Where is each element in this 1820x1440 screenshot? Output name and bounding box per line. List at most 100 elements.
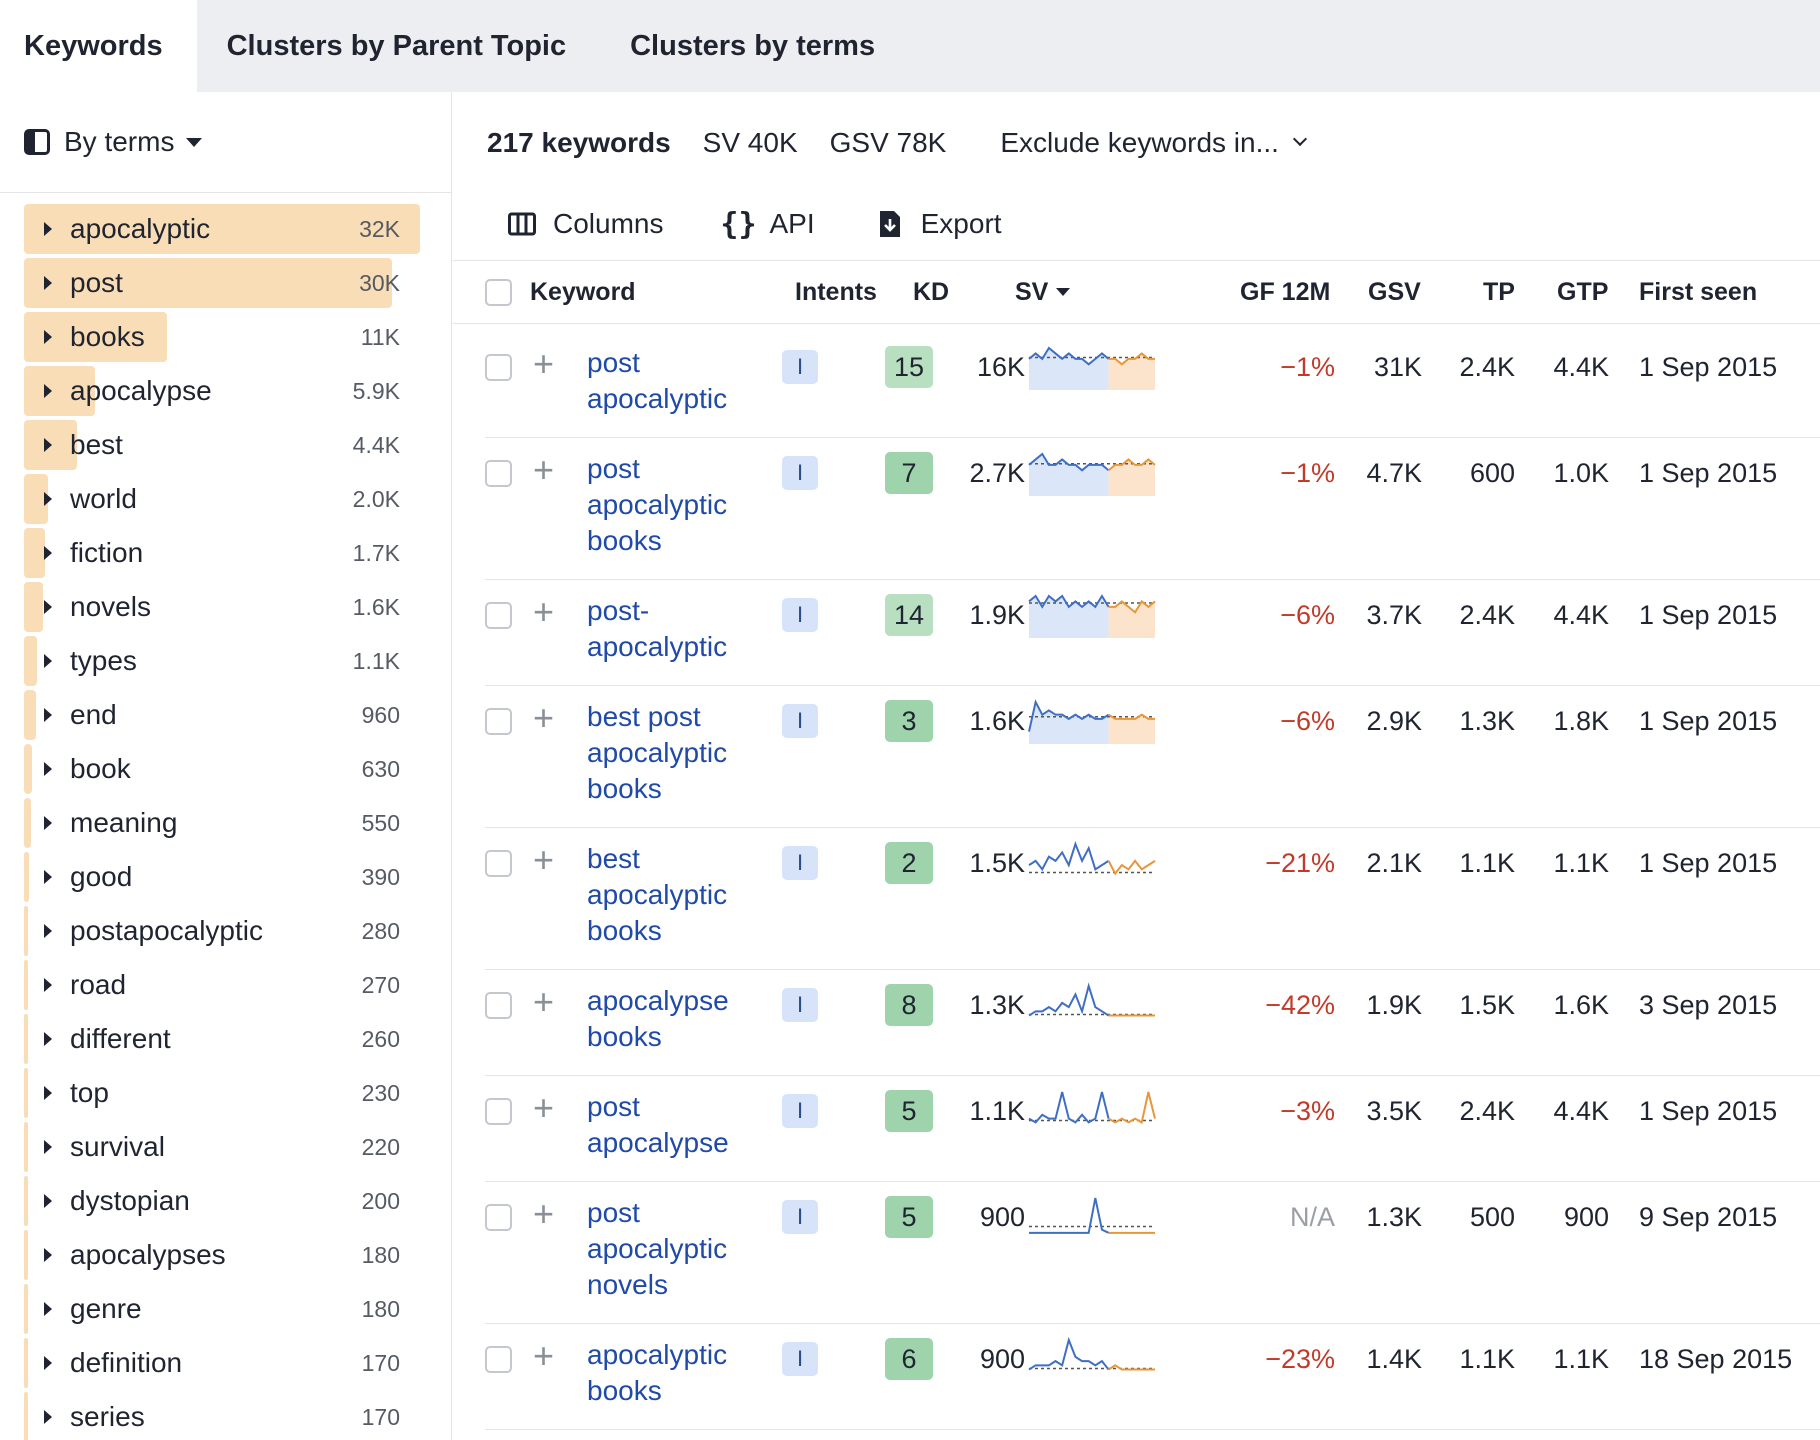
expand-triangle-icon[interactable] <box>44 330 52 344</box>
exclude-keywords-dropdown[interactable]: Exclude keywords in... <box>1000 127 1308 159</box>
term-item-types[interactable]: types 1.1K <box>24 634 420 688</box>
trend-sparkline <box>1028 699 1155 744</box>
add-keyword-plus-icon[interactable]: + <box>533 591 555 632</box>
add-keyword-plus-icon[interactable]: + <box>533 981 555 1022</box>
expand-triangle-icon[interactable] <box>44 1410 52 1424</box>
keyword-link[interactable]: best post apocalyptic books <box>587 699 757 807</box>
tab-clusters-by-parent-topic[interactable]: Clusters by Parent Topic <box>226 29 567 62</box>
term-item-end[interactable]: end 960 <box>24 688 420 742</box>
term-item-genre[interactable]: genre 180 <box>24 1282 420 1336</box>
term-item-book[interactable]: book 630 <box>24 742 420 796</box>
add-keyword-plus-icon[interactable]: + <box>533 343 555 384</box>
row-checkbox[interactable] <box>485 460 512 487</box>
term-item-postapocalyptic[interactable]: postapocalyptic 280 <box>24 904 420 958</box>
term-item-world[interactable]: world 2.0K <box>24 472 420 526</box>
expand-triangle-icon[interactable] <box>44 870 52 884</box>
term-item-best[interactable]: best 4.4K <box>24 418 420 472</box>
row-checkbox[interactable] <box>485 708 512 735</box>
tab-clusters-by-terms[interactable]: Clusters by terms <box>630 29 876 62</box>
expand-triangle-icon[interactable] <box>44 600 52 614</box>
term-item-definition[interactable]: definition 170 <box>24 1336 420 1390</box>
expand-triangle-icon[interactable] <box>44 924 52 938</box>
term-item-different[interactable]: different 260 <box>24 1012 420 1066</box>
keyword-link[interactable]: apocalypse books <box>587 983 757 1055</box>
keyword-link[interactable]: post apocalyptic novels <box>587 1195 757 1303</box>
row-checkbox[interactable] <box>485 602 512 629</box>
term-item-survival[interactable]: survival 220 <box>24 1120 420 1174</box>
row-checkbox[interactable] <box>485 850 512 877</box>
first-seen-value: 1 Sep 2015 <box>1639 599 1778 630</box>
add-keyword-plus-icon[interactable]: + <box>533 839 555 880</box>
tab-keywords[interactable]: Keywords <box>0 0 197 92</box>
col-gsv[interactable]: GSV <box>1368 277 1421 306</box>
sparkline-area-past <box>1029 454 1109 496</box>
term-item-series[interactable]: series 170 <box>24 1390 420 1440</box>
expand-triangle-icon[interactable] <box>44 546 52 560</box>
add-keyword-plus-icon[interactable]: + <box>533 1087 555 1128</box>
col-sv[interactable]: SV <box>1015 260 1071 324</box>
add-keyword-plus-icon[interactable]: + <box>533 697 555 738</box>
expand-triangle-icon[interactable] <box>44 492 52 506</box>
term-item-dystopian[interactable]: dystopian 200 <box>24 1174 420 1228</box>
api-button[interactable]: {} API <box>720 207 814 242</box>
keyword-link[interactable]: post-apocalyptic <box>587 593 757 665</box>
col-kd[interactable]: KD <box>913 277 950 306</box>
sidebar-mode-dropdown[interactable]: By terms <box>0 92 451 193</box>
expand-triangle-icon[interactable] <box>44 1140 52 1154</box>
term-item-post[interactable]: post 30K <box>24 256 420 310</box>
col-gtp[interactable]: GTP <box>1557 277 1609 306</box>
expand-triangle-icon[interactable] <box>44 1356 52 1370</box>
expand-triangle-icon[interactable] <box>44 654 52 668</box>
tp-value: 1.1K <box>1459 1343 1515 1374</box>
expand-triangle-icon[interactable] <box>44 1302 52 1316</box>
term-item-apocalypse[interactable]: apocalypse 5.9K <box>24 364 420 418</box>
col-tp[interactable]: TP <box>1483 277 1515 306</box>
expand-triangle-icon[interactable] <box>44 384 52 398</box>
keyword-link[interactable]: best apocalyptic books <box>587 841 757 949</box>
export-button[interactable]: Export <box>875 208 1002 240</box>
term-item-novels[interactable]: novels 1.6K <box>24 580 420 634</box>
select-all-checkbox[interactable] <box>485 278 512 306</box>
row-checkbox[interactable] <box>485 1346 512 1373</box>
term-label: good <box>70 861 133 892</box>
term-label: definition <box>70 1347 183 1378</box>
term-item-books[interactable]: books 11K <box>24 310 420 364</box>
term-item-top[interactable]: top 230 <box>24 1066 420 1120</box>
term-label: postapocalyptic <box>70 915 264 946</box>
add-keyword-plus-icon[interactable]: + <box>533 1193 555 1234</box>
add-keyword-plus-icon[interactable]: + <box>533 1335 555 1376</box>
col-keyword[interactable]: Keyword <box>530 277 636 306</box>
expand-triangle-icon[interactable] <box>44 222 52 236</box>
expand-triangle-icon[interactable] <box>44 762 52 776</box>
expand-triangle-icon[interactable] <box>44 708 52 722</box>
columns-button[interactable]: Columns <box>507 208 663 240</box>
expand-triangle-icon[interactable] <box>44 1194 52 1208</box>
add-keyword-plus-icon[interactable]: + <box>533 449 555 490</box>
expand-triangle-icon[interactable] <box>44 438 52 452</box>
expand-triangle-icon[interactable] <box>44 1086 52 1100</box>
row-checkbox[interactable] <box>485 1204 512 1231</box>
col-intents[interactable]: Intents <box>795 277 877 306</box>
term-item-meaning[interactable]: meaning 550 <box>24 796 420 850</box>
keyword-link[interactable]: post apocalyptic books <box>587 451 757 559</box>
keyword-link[interactable]: post apocalypse <box>587 1089 757 1161</box>
row-checkbox[interactable] <box>485 992 512 1019</box>
col-gf12m[interactable]: GF 12M <box>1240 277 1331 306</box>
term-item-apocalyptic[interactable]: apocalyptic 32K <box>24 202 420 256</box>
term-item-apocalypses[interactable]: apocalypses 180 <box>24 1228 420 1282</box>
term-item-road[interactable]: road 270 <box>24 958 420 1012</box>
row-checkbox[interactable] <box>485 354 512 381</box>
expand-triangle-icon[interactable] <box>44 276 52 290</box>
gf12m-value: −42% <box>1265 989 1335 1020</box>
expand-triangle-icon[interactable] <box>44 816 52 830</box>
keyword-link[interactable]: post apocalyptic <box>587 345 757 417</box>
col-first-seen[interactable]: First seen <box>1639 277 1758 306</box>
row-checkbox[interactable] <box>485 1098 512 1125</box>
expand-triangle-icon[interactable] <box>44 1248 52 1262</box>
expand-triangle-icon[interactable] <box>44 978 52 992</box>
expand-triangle-icon[interactable] <box>44 1032 52 1046</box>
term-item-fiction[interactable]: fiction 1.7K <box>24 526 420 580</box>
keyword-link[interactable]: apocalyptic books <box>587 1337 757 1409</box>
term-item-good[interactable]: good 390 <box>24 850 420 904</box>
trend-sparkline <box>1029 1197 1155 1234</box>
